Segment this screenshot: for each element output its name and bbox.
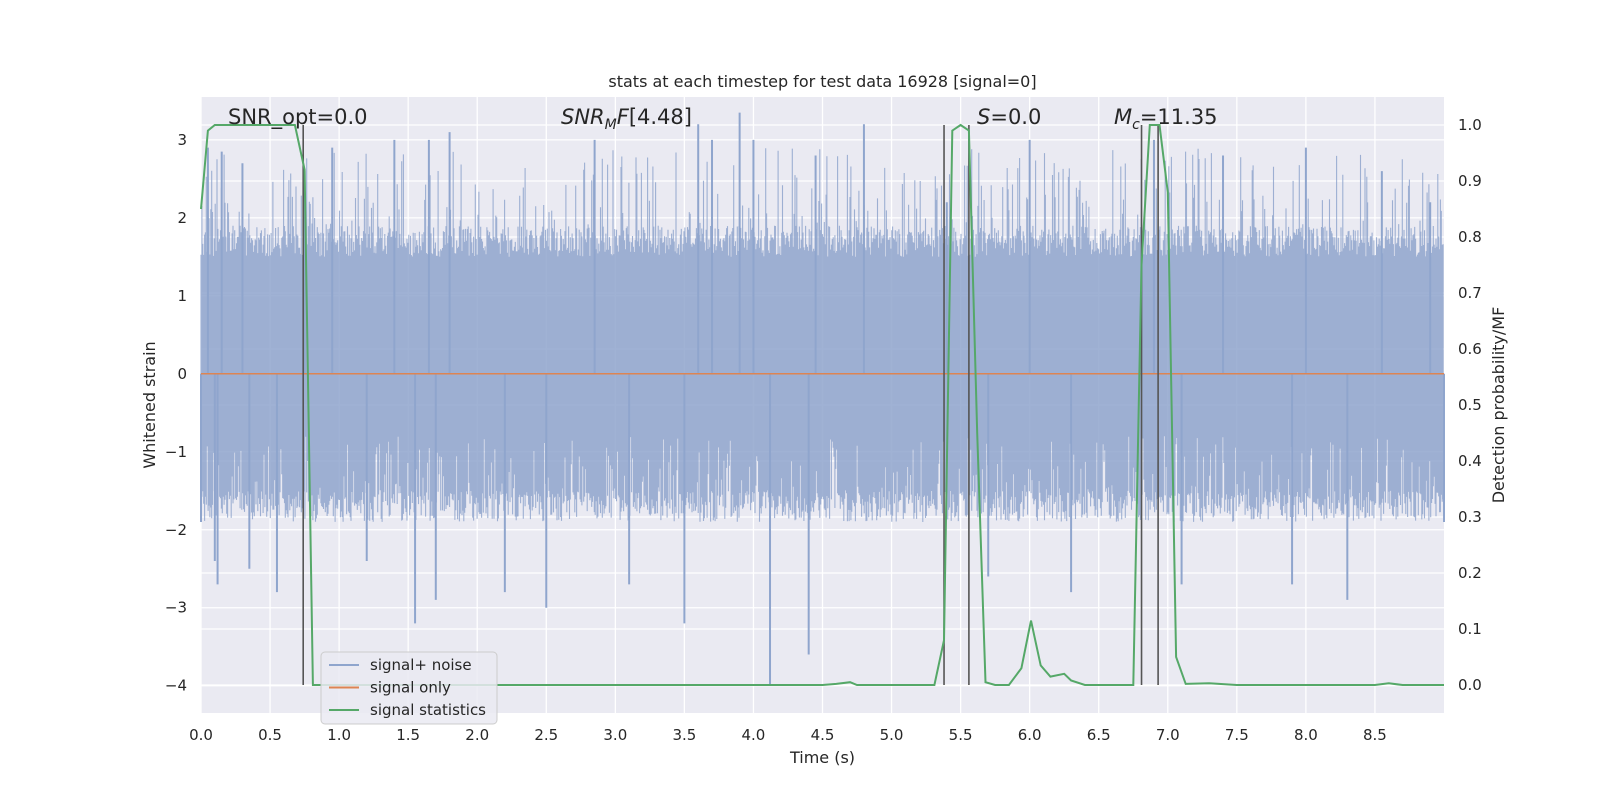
- x-tick-label: 0.5: [258, 726, 282, 744]
- y-tick-label: −3: [165, 599, 187, 617]
- y2-tick-label: 1.0: [1458, 116, 1482, 134]
- legend-label: signal statistics: [370, 701, 486, 719]
- x-tick-label: 2.0: [465, 726, 489, 744]
- legend-label: signal only: [370, 679, 451, 697]
- y2-tick-label: 0.9: [1458, 172, 1482, 190]
- x-tick-label: 8.0: [1294, 726, 1318, 744]
- x-tick-label: 1.5: [396, 726, 420, 744]
- x-tick-label: 3.0: [603, 726, 627, 744]
- y-tick-label: −4: [165, 677, 187, 695]
- y-tick-label: −1: [165, 443, 187, 461]
- annotation-mc: Mc=11.35: [1114, 105, 1218, 133]
- y-tick-label: 3: [177, 131, 187, 149]
- series-signal-statistics-line: [200, 123, 1444, 686]
- y2-tick-label: 0.2: [1458, 564, 1482, 582]
- y2-tick-label: 0.1: [1458, 620, 1482, 638]
- x-tick-label: 8.5: [1363, 726, 1387, 744]
- y2-tick-label: 0.4: [1458, 452, 1482, 470]
- x-tick-label: 2.5: [534, 726, 558, 744]
- y-tick-label: −2: [165, 521, 187, 539]
- series-signal-noise: [200, 112, 1445, 686]
- x-tick-label: 6.0: [1018, 726, 1042, 744]
- y2-tick-label: 0.6: [1458, 340, 1482, 358]
- y2-tick-label: 0.5: [1458, 396, 1482, 414]
- y-axis-label: Whitened strain: [140, 341, 159, 468]
- y-tick-label: 0: [177, 365, 187, 383]
- y-tick-labels: 3 2 1 0 −1 −2 −3 −4: [165, 131, 187, 695]
- annotation-s: S=0.0: [977, 105, 1041, 129]
- x-tick-label: 1.0: [327, 726, 351, 744]
- x-axis-label: Time (s): [789, 748, 855, 767]
- x-tick-label: 3.5: [672, 726, 696, 744]
- y2-tick-label: 0.3: [1458, 508, 1482, 526]
- y2-tick-label: 0.7: [1458, 284, 1482, 302]
- x-tick-label: 7.0: [1156, 726, 1180, 744]
- x-tick-label: 5.5: [949, 726, 973, 744]
- x-tick-labels: 0.0 0.5 1.0 1.5 2.0 2.5 3.0 3.5 4.0 4.5 5.0 5.5 6.0 6…: [189, 726, 1387, 744]
- x-tick-label: 5.0: [880, 726, 904, 744]
- y2-tick-label: 0.8: [1458, 228, 1482, 246]
- annotation-snr-opt: SNR_opt=0.0: [228, 105, 368, 130]
- legend: signal+ noise signal only signal statistic…: [320, 651, 498, 725]
- y2-tick-labels: 1.0 0.9 0.8 0.7 0.6 0.5 0.4 0.3 0.2 0.1 0.0: [1458, 116, 1482, 694]
- chart-title: stats at each timestep for test data 169…: [608, 72, 1036, 91]
- y2-axis-label: Detection probability/MF: [1489, 307, 1508, 504]
- y-tick-label: 2: [177, 209, 187, 227]
- y-tick-label: 1: [177, 287, 187, 305]
- x-tick-label: 4.0: [742, 726, 766, 744]
- x-tick-label: 0.0: [189, 726, 213, 744]
- legend-label: signal+ noise: [370, 656, 472, 674]
- x-tick-label: 6.5: [1087, 726, 1111, 744]
- legend-box: [320, 651, 498, 725]
- x-tick-label: 7.5: [1225, 726, 1249, 744]
- x-tick-label: 4.5: [811, 726, 835, 744]
- vertical-markers: [302, 125, 1159, 685]
- annotation-snr-mf: SNRMF[4.48]: [561, 105, 692, 133]
- y2-tick-label: 0.0: [1458, 676, 1482, 694]
